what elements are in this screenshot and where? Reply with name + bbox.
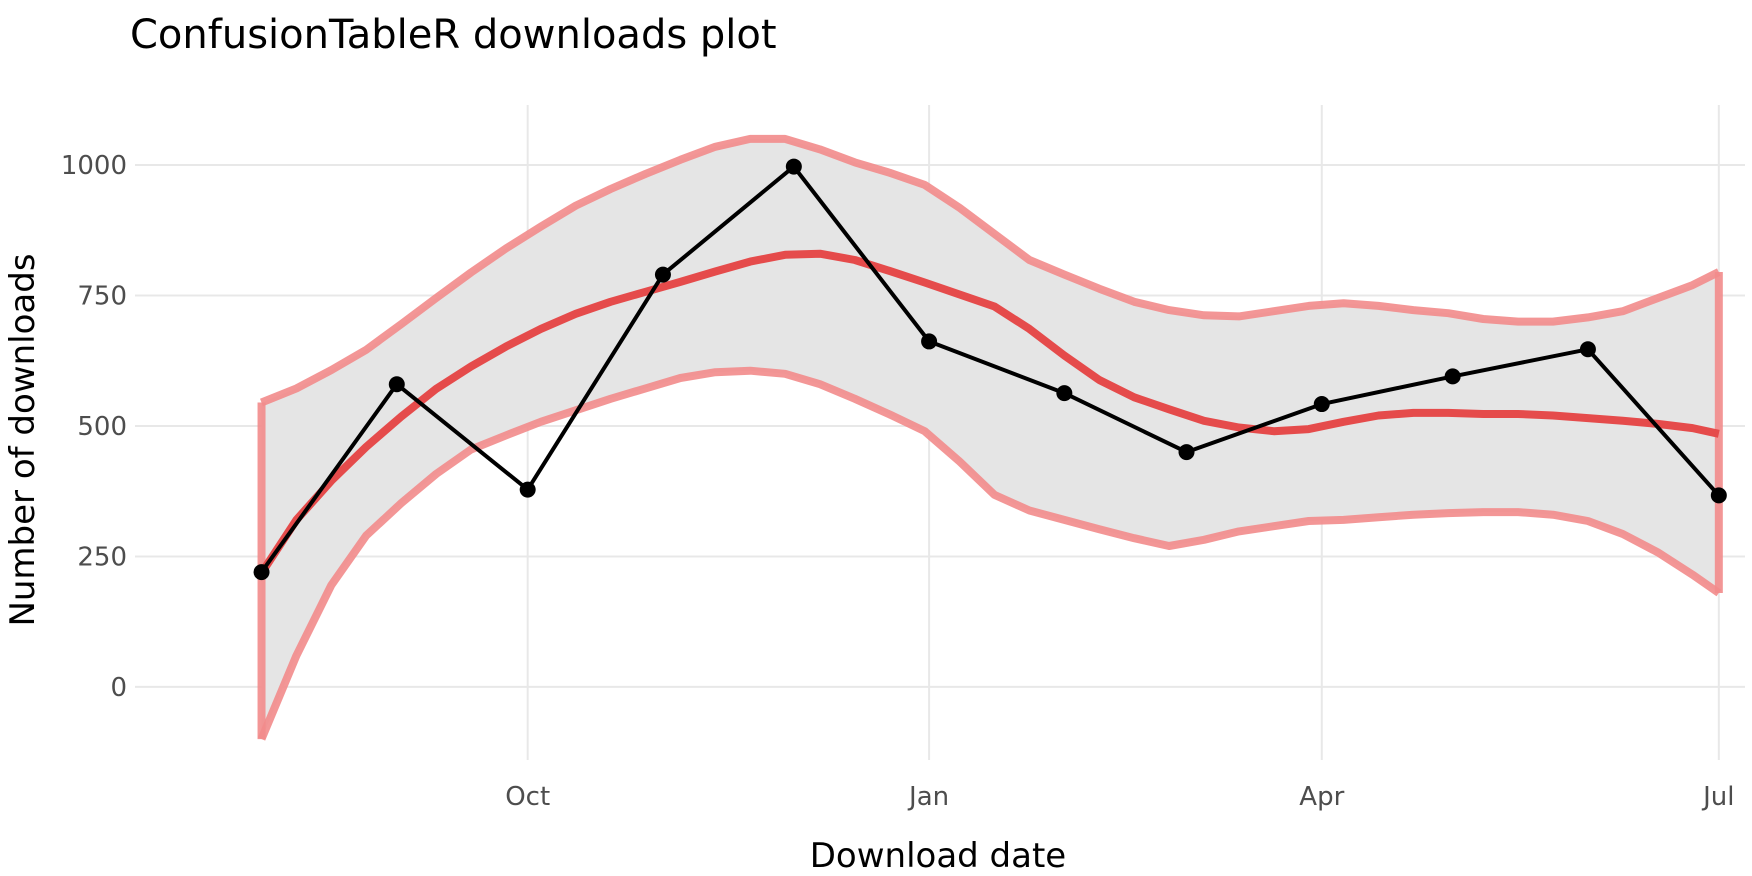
y-tick-label: 1000 xyxy=(61,151,127,181)
x-axis-ticks: Oct Jan Apr Jul xyxy=(505,782,1734,812)
y-tick-label: 750 xyxy=(77,281,127,311)
observed-point xyxy=(1444,368,1461,385)
confidence-band xyxy=(257,134,1723,741)
observed-point xyxy=(1579,341,1596,358)
observed-point xyxy=(1313,396,1330,413)
smooth-trend xyxy=(258,249,1720,576)
observed-point xyxy=(1178,444,1195,461)
x-tick-label: Oct xyxy=(505,782,550,812)
x-tick-label: Jan xyxy=(907,782,949,812)
confidence-band-fill xyxy=(261,138,1719,740)
observed-point xyxy=(1056,385,1073,402)
chart-title: ConfusionTableR downloads plot xyxy=(130,12,777,58)
x-axis-title: Download date xyxy=(810,836,1066,876)
observed-point xyxy=(253,564,270,581)
y-tick-label: 500 xyxy=(77,412,127,442)
y-axis-title: Number of downloads xyxy=(3,253,43,626)
x-tick-label: Apr xyxy=(1299,782,1344,812)
observed-series xyxy=(253,158,1727,581)
smooth-trend-line xyxy=(258,249,1720,576)
confidence-band-upper-line xyxy=(260,134,1721,407)
observed-point xyxy=(388,376,405,393)
confidence-band-lower-line xyxy=(257,366,1722,741)
observed-point xyxy=(654,266,671,283)
observed-point xyxy=(785,158,802,175)
y-axis-ticks: 0 250 500 750 1000 xyxy=(61,151,127,703)
observed-line xyxy=(259,164,1721,574)
observed-point xyxy=(519,481,536,498)
observed-point xyxy=(921,333,938,350)
y-tick-label: 0 xyxy=(110,673,127,703)
y-tick-label: 250 xyxy=(77,542,127,572)
observed-point xyxy=(1710,487,1727,504)
x-tick-label: Jul xyxy=(1701,782,1734,812)
